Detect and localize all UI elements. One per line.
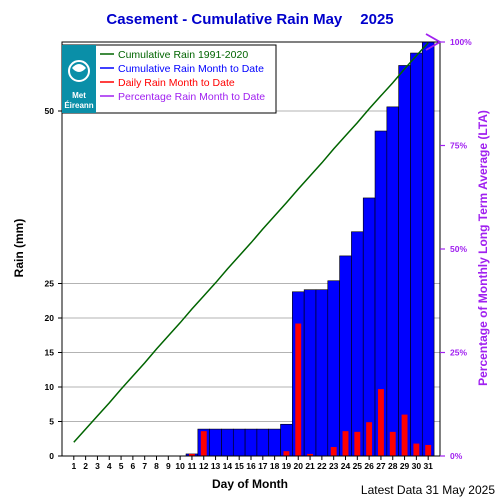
daily-rain-bar <box>295 323 302 456</box>
x-tick-label: 31 <box>423 461 433 471</box>
legend-box <box>61 44 277 114</box>
percentage-marker <box>425 33 442 51</box>
legend-label: Daily Rain Month to Date <box>118 77 235 89</box>
x-tick-label: 10 <box>175 461 185 471</box>
y-tick-label: 50 <box>45 106 55 116</box>
daily-rain-bar <box>401 414 408 456</box>
x-tick-label: 19 <box>282 461 292 471</box>
chart-title-year: 2025 <box>360 11 393 28</box>
legend-label: Percentage Rain Month to Date <box>118 91 265 103</box>
cumulative-rain-bar <box>209 428 222 457</box>
daily-rain-bar <box>377 389 384 456</box>
cumulative-rain-bar <box>421 41 435 457</box>
latest-data-footer: Latest Data 31 May 2025 <box>361 483 495 497</box>
lta-cumulative-line <box>73 42 429 443</box>
x-tick-label: 21 <box>305 461 315 471</box>
cumulative-rain-bar <box>268 428 281 457</box>
cumulative-rain-bar <box>351 231 364 457</box>
legend-label: Cumulative Rain Month to Date <box>118 63 264 75</box>
cumulative-rain-bar <box>256 428 270 457</box>
y2-tick-label: 75% <box>450 141 467 151</box>
logo-background <box>62 45 96 113</box>
x-tick-label: 2 <box>83 461 88 471</box>
y-tick-label: 5 <box>49 417 54 427</box>
y2-tick-label: 100% <box>450 37 472 47</box>
cumulative-rain-bar <box>303 289 317 457</box>
logo-swirl-icon <box>68 60 90 82</box>
cumulative-rain-bar <box>339 255 352 457</box>
x-tick-label: 6 <box>131 461 136 471</box>
x-tick-label: 11 <box>187 461 196 471</box>
daily-rain-bar <box>200 431 207 456</box>
chart-title-station: Casement - Cumulative Rain May <box>106 11 343 28</box>
x-tick-label: 15 <box>234 461 244 471</box>
x-tick-label: 14 <box>223 461 233 471</box>
chart-title: Casement - Cumulative Rain May 2025 <box>106 11 393 28</box>
x-tick-label: 13 <box>211 461 221 471</box>
x-tick-label: 7 <box>142 461 147 471</box>
x-tick-label: 27 <box>376 461 386 471</box>
daily-rain-bar <box>366 422 373 456</box>
daily-rain-bar <box>389 431 396 456</box>
x-tick-label: 1 <box>71 461 76 471</box>
y-tick-label: 0 <box>49 451 54 461</box>
daily-rain-bar <box>354 431 361 456</box>
daily-rain-bar <box>283 451 290 456</box>
y-axis-label: Rain (mm) <box>12 219 26 278</box>
daily-rain-bar <box>425 444 432 456</box>
cumulative-rain-bar <box>315 289 329 457</box>
daily-rain-bar <box>188 453 195 456</box>
y2-tick-label: 0% <box>450 451 463 461</box>
cumulative-rain-bar <box>221 428 234 457</box>
x-tick-label: 9 <box>166 461 171 471</box>
daily-rain-bar <box>330 447 337 456</box>
x-axis-label: Day of Month <box>212 477 288 491</box>
x-tick-label: 5 <box>119 461 124 471</box>
x-tick-label: 22 <box>317 461 327 471</box>
x-tick-label: 29 <box>400 461 410 471</box>
daily-rain-bar <box>413 443 420 456</box>
logo-text-met: Met <box>72 91 86 100</box>
x-tick-label: 24 <box>341 461 351 471</box>
x-tick-label: 28 <box>388 461 398 471</box>
cumulative-rain-bar <box>232 428 246 457</box>
y-tick-label: 10 <box>45 382 55 392</box>
logo-swirl-inner-icon <box>72 64 86 72</box>
cumulative-rain-bar <box>244 428 258 457</box>
daily-rain-bar <box>307 453 314 456</box>
x-tick-label: 8 <box>154 461 159 471</box>
x-tick-label: 20 <box>294 461 304 471</box>
x-tick-label: 25 <box>353 461 363 471</box>
x-tick-label: 4 <box>107 461 112 471</box>
cumulative-rain-bar <box>398 65 411 457</box>
x-tick-label: 30 <box>412 461 422 471</box>
legend-label: Cumulative Rain 1991-2020 <box>118 49 248 61</box>
x-tick-label: 18 <box>270 461 280 471</box>
x-tick-label: 16 <box>246 461 256 471</box>
x-tick-label: 26 <box>364 461 374 471</box>
y2-tick-label: 50% <box>450 244 467 254</box>
logo-text-eireann: Éireann <box>64 101 93 110</box>
x-tick-label: 23 <box>329 461 339 471</box>
y-tick-label: 20 <box>45 313 55 323</box>
y2-axis-label: Percentage of Monthly Long Term Average … <box>476 110 490 386</box>
y-tick-label: 25 <box>45 279 55 289</box>
x-tick-label: 3 <box>95 461 100 471</box>
cumulative-rain-bar <box>327 280 340 457</box>
cumulative-rain-bar <box>386 106 399 457</box>
cumulative-rain-bar <box>362 197 376 457</box>
x-tick-label: 12 <box>199 461 209 471</box>
x-tick-label: 17 <box>258 461 268 471</box>
y2-tick-label: 25% <box>450 348 467 358</box>
y-tick-label: 15 <box>45 348 55 358</box>
daily-rain-bar <box>342 431 349 456</box>
cumulative-rain-bar <box>410 52 423 457</box>
